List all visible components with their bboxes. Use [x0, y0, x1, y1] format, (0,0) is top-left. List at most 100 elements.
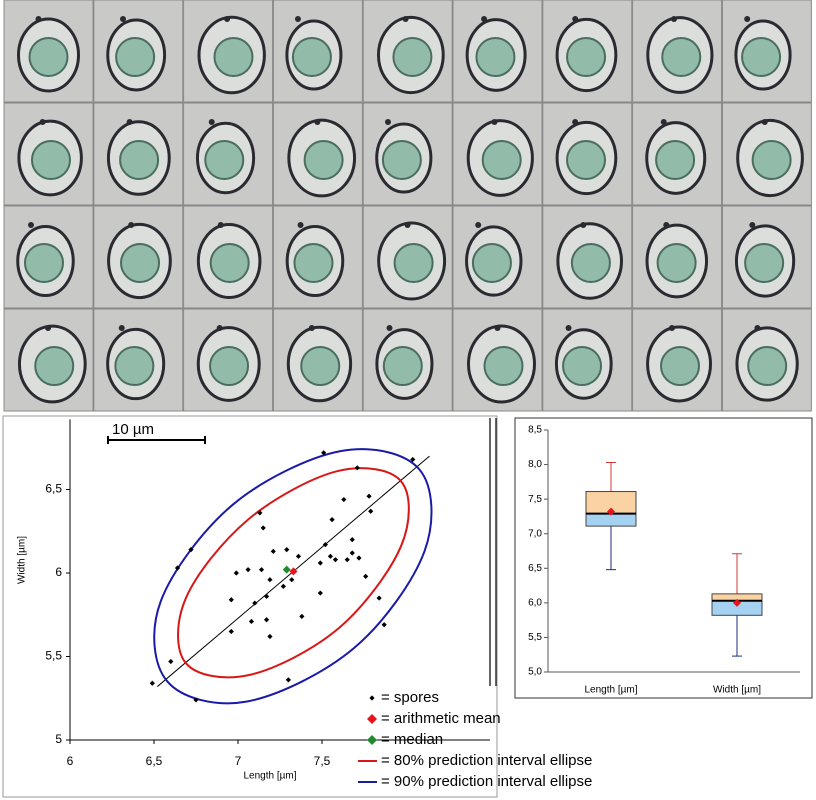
spore-point	[295, 553, 302, 559]
legend-label: = median	[381, 731, 443, 748]
spore-body	[204, 140, 245, 180]
spore-apiculus	[494, 325, 501, 331]
spore-apiculus	[572, 16, 579, 22]
spore-body	[30, 140, 71, 180]
spore-body	[382, 346, 423, 386]
spore-body	[23, 243, 64, 283]
spore-point	[258, 567, 265, 573]
spore-body	[303, 140, 344, 180]
spore-point	[285, 677, 291, 683]
spore-point	[267, 633, 273, 640]
spore-apiculus	[120, 16, 127, 22]
spore-apiculus	[404, 222, 411, 228]
spore-apiculus	[671, 16, 678, 22]
spore-point	[317, 560, 323, 566]
y-tick-label: 6,0	[528, 597, 542, 608]
spore-point	[366, 493, 372, 499]
legend-symbol	[369, 695, 375, 701]
spore-apiculus	[475, 222, 482, 228]
mean-marker	[733, 598, 741, 607]
scatter-chart: 5 5,5 6 6,5 6 6,5 7 7,5 Length [µm] Width [µm] 10 …	[17, 419, 592, 790]
spore-body	[300, 346, 341, 386]
prediction-ellipse	[177, 467, 410, 679]
spore-point	[245, 567, 251, 573]
spore-apiculus	[294, 16, 301, 22]
spore-apiculus	[663, 222, 670, 228]
mean-marker	[289, 567, 298, 576]
spore-body	[291, 37, 332, 77]
spore-point	[233, 570, 239, 576]
y-tick-label: 7,5	[528, 494, 542, 505]
spore-point	[168, 658, 174, 665]
spore-point	[322, 542, 328, 548]
spore-body	[483, 346, 524, 386]
spore-body	[115, 37, 156, 77]
x-tick-label: Length [µm]	[584, 685, 637, 696]
legend-label: = 90% prediction interval ellipse	[381, 773, 592, 790]
spore-point	[317, 590, 323, 596]
spore-body	[209, 346, 250, 386]
spore-apiculus	[386, 325, 393, 331]
spore-point	[381, 622, 387, 628]
spore-body	[114, 346, 155, 386]
spore-body	[392, 37, 433, 77]
spore-point	[327, 553, 333, 559]
spore-image-grid	[3, 0, 812, 412]
spore-apiculus	[128, 222, 135, 228]
y-tick-label: 8,0	[528, 459, 542, 470]
spore-apiculus	[27, 222, 34, 228]
spore-point	[248, 618, 255, 625]
spore-body	[475, 37, 516, 77]
spore-apiculus	[749, 222, 756, 228]
spore-point	[363, 573, 369, 579]
spore-point	[263, 593, 270, 599]
spore-body	[566, 37, 607, 77]
spore-apiculus	[481, 16, 488, 22]
spore-apiculus	[118, 325, 125, 331]
spore-apiculus	[761, 119, 768, 125]
spore-body	[656, 243, 697, 283]
spore-body	[119, 140, 160, 180]
spore-point	[356, 555, 362, 561]
spore-apiculus	[565, 325, 572, 331]
legend-label: = arithmetic mean	[381, 710, 501, 727]
spore-apiculus	[491, 119, 498, 125]
spore-body	[660, 346, 701, 386]
spore-apiculus	[224, 16, 231, 22]
spore-body	[481, 140, 522, 180]
y-tick-label: 5,5	[528, 632, 542, 643]
scale-bar-label: 10 µm	[112, 421, 154, 438]
spore-apiculus	[580, 222, 587, 228]
spore-point	[267, 577, 273, 583]
x-axis-title: Length [µm]	[243, 771, 296, 782]
spore-apiculus	[45, 325, 52, 331]
spore-body	[471, 243, 512, 283]
spore-body	[393, 243, 434, 283]
spore-point	[188, 547, 194, 553]
spore-body	[562, 346, 603, 386]
spore-point	[321, 450, 327, 456]
spore-body	[34, 346, 75, 386]
spore-body	[655, 140, 696, 180]
x-tick-label: 6,5	[146, 754, 163, 768]
spore-apiculus	[35, 16, 42, 22]
spore-point	[329, 516, 335, 523]
legend-label: = spores	[381, 689, 439, 706]
spore-body	[566, 140, 607, 180]
spore-point	[260, 525, 266, 531]
y-tick-label: 8,5	[528, 425, 542, 436]
spore-point	[149, 680, 155, 686]
y-axis-title: Width [µm]	[17, 536, 28, 584]
spore-apiculus	[39, 119, 46, 125]
spore-apiculus	[754, 325, 761, 331]
spore-point	[299, 613, 305, 620]
spore-point	[228, 597, 234, 603]
y-tick-label: 7,0	[528, 528, 542, 539]
spore-point	[263, 617, 270, 623]
y-tick-label: 6	[55, 565, 62, 579]
spore-body	[209, 243, 250, 283]
spore-point	[228, 628, 234, 635]
spore-apiculus	[126, 119, 133, 125]
spore-body	[213, 37, 254, 77]
spore-apiculus	[208, 119, 215, 125]
